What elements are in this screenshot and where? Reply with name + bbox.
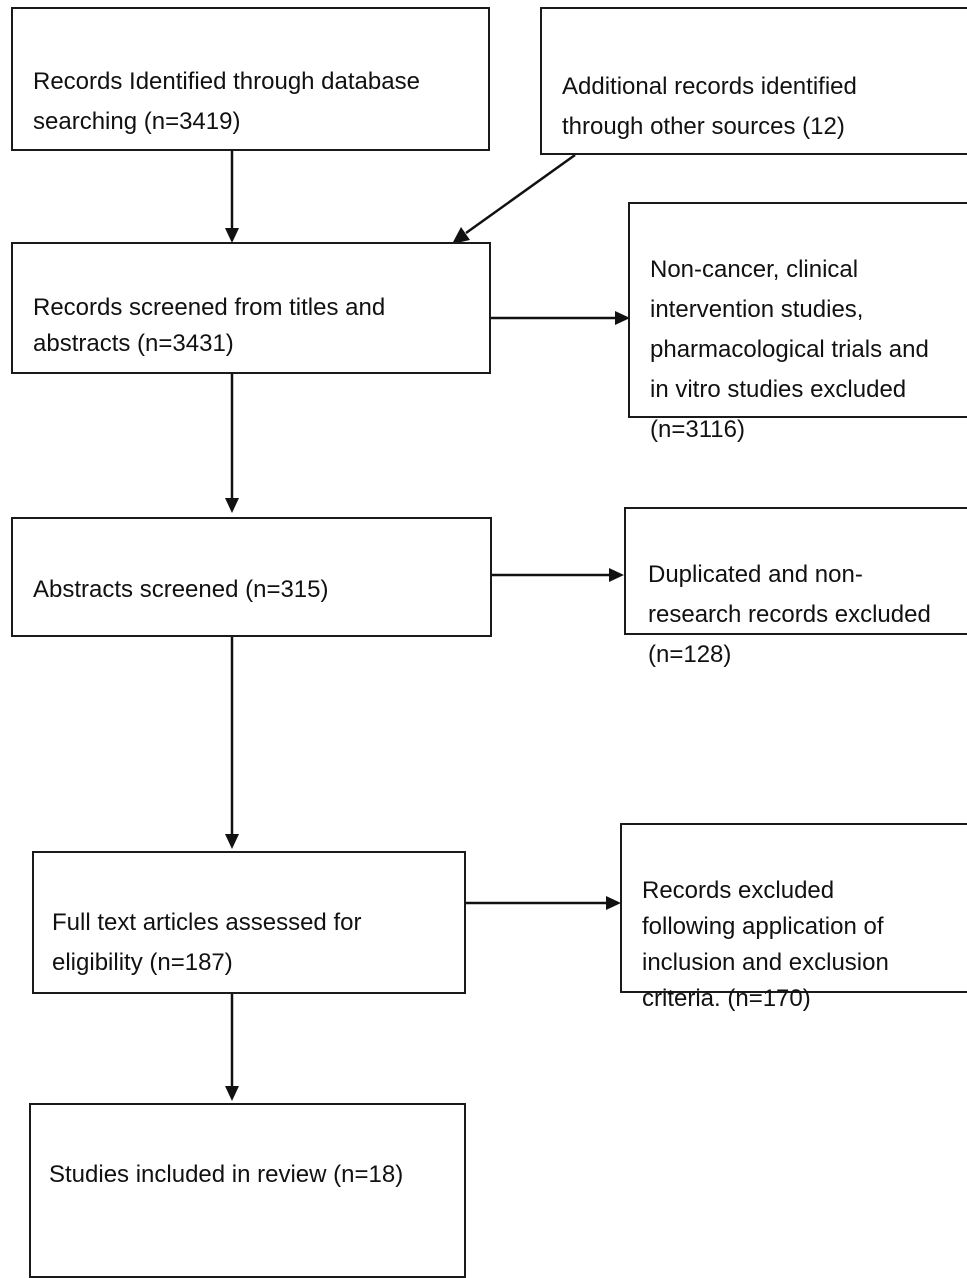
box-records-identified: Records Identified through database sear… [11,7,490,151]
arrow-fulltext-to-excluded [465,896,621,910]
box-excluded-duplicates-text: Duplicated and non- research records exc… [648,561,931,668]
box-records-screened: Records screened from titles and abstrac… [11,242,491,374]
arrow-screened-to-excluded [486,311,630,325]
box-excluded-noncancer-text: Non-cancer, clinical intervention studie… [650,256,929,443]
box-additional-records-text: Additional records identified through ot… [562,73,857,140]
box-abstracts-screened: Abstracts screened (n=315) [11,517,492,637]
box-fulltext-assessed-text: Full text articles assessed for eligibil… [52,909,362,976]
box-records-identified-text: Records Identified through database sear… [33,68,420,135]
arrow-abstracts-to-fulltext [225,636,239,849]
box-records-screened-text: Records screened from titles and abstrac… [33,294,386,357]
box-excluded-criteria: Records excluded following application o… [620,823,967,1012]
box-excluded-noncancer: Non-cancer, clinical intervention studie… [628,202,967,443]
box-additional-records: Additional records identified through ot… [540,7,967,155]
box-excluded-duplicates: Duplicated and non- research records exc… [624,507,967,668]
box-studies-included: Studies included in review (n=18) [29,1103,466,1278]
arrow-abstracts-to-excluded [491,568,624,582]
box-abstracts-screened-text: Abstracts screened (n=315) [33,576,329,603]
box-excluded-criteria-text: Records excluded following application o… [642,877,889,1012]
box-fulltext-assessed: Full text articles assessed for eligibil… [32,851,466,994]
box-studies-included-text: Studies included in review (n=18) [49,1161,404,1188]
